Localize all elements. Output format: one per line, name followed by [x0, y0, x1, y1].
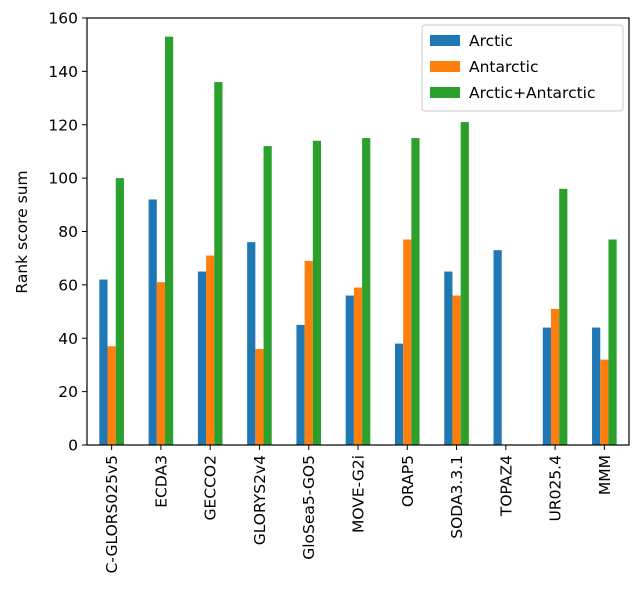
bar-arctic-ecda3 — [148, 199, 157, 445]
x-tick-label: MMM — [596, 455, 614, 495]
bar-arctic-glorys2v4 — [247, 242, 256, 445]
bar-antarctic-ecda3 — [156, 282, 166, 445]
bar-arctic-antarctic-glosea5-go5 — [312, 140, 322, 445]
x-tick-label: UR025.4 — [547, 455, 565, 522]
bar-arctic-antarctic-soda3-3-1 — [460, 122, 469, 445]
y-tick-label: 40 — [58, 330, 78, 348]
x-tick-label: SODA3.3.1 — [448, 455, 466, 539]
legend-label: Antarctic — [469, 58, 538, 76]
bar-arctic-antarctic-ecda3 — [165, 36, 174, 446]
x-tick-label: GloSea5-GO5 — [300, 455, 318, 560]
bar-arctic-antarctic-ur025-4 — [559, 188, 568, 446]
legend-swatch — [430, 61, 460, 72]
bar-antarctic-soda3-3-1 — [452, 295, 461, 445]
legend: Arctic Antarctic Arctic+Antarctic — [421, 24, 624, 112]
bar-antarctic-mmm — [600, 359, 609, 445]
bar-arctic-c-glors025v5 — [99, 279, 108, 445]
bar-arctic-antarctic-move-g2i — [362, 138, 371, 445]
x-tick-label: C-GLORS025v5 — [103, 455, 121, 574]
bar-arctic-ur025-4 — [542, 327, 551, 445]
legend-swatch — [430, 87, 460, 98]
x-tick-label: MOVE-G2i — [350, 455, 368, 533]
bar-antarctic-glosea5-go5 — [304, 260, 313, 445]
bar-arctic-antarctic-mmm — [608, 239, 617, 445]
y-tick-label: 140 — [48, 63, 78, 81]
bar-arctic-antarctic-c-glors025v5 — [115, 178, 124, 446]
bar-antarctic-glorys2v4 — [255, 348, 264, 445]
x-tick-label: TOPAZ4 — [497, 455, 515, 517]
legend-label: Arctic — [469, 32, 513, 50]
y-tick-label: 20 — [58, 383, 78, 401]
x-tick-label: GECCO2 — [202, 455, 220, 521]
bar-arctic-antarctic-orap5 — [411, 138, 420, 445]
y-tick-label: 100 — [48, 170, 78, 188]
bar-antarctic-ur025-4 — [550, 308, 560, 445]
y-tick-label: 80 — [58, 223, 78, 241]
x-tick-label: ORAP5 — [399, 455, 417, 507]
y-tick-label: 0 — [68, 437, 78, 455]
bar-arctic-topaz4 — [493, 250, 502, 445]
bar-antarctic-c-glors025v5 — [107, 346, 116, 445]
legend-swatch — [430, 35, 460, 46]
y-axis-label: Rank score sum — [13, 170, 31, 293]
bar-arctic-antarctic-glorys2v4 — [263, 146, 272, 445]
bar-antarctic-gecco2 — [206, 255, 215, 445]
bar-arctic-move-g2i — [345, 295, 354, 445]
bar-arctic-mmm — [592, 327, 601, 445]
y-tick-label: 120 — [48, 116, 78, 134]
bars-layer — [99, 36, 617, 446]
bar-arctic-orap5 — [394, 343, 404, 445]
y-tick-label: 60 — [58, 276, 78, 294]
bar-antarctic-move-g2i — [353, 287, 363, 445]
bar-antarctic-orap5 — [403, 239, 412, 445]
bar-arctic-antarctic-gecco2 — [214, 82, 223, 446]
x-tick-label: ECDA3 — [152, 455, 170, 508]
y-tick-label: 160 — [48, 10, 78, 28]
bar-arctic-glosea5-go5 — [296, 324, 305, 445]
legend-label: Arctic+Antarctic — [469, 84, 596, 102]
bar-arctic-soda3-3-1 — [444, 271, 453, 445]
bar-arctic-gecco2 — [197, 271, 207, 445]
axes-layer: 0 20 40 60 80 100 120 140 160 C-GLORS025v5 ECDA3 GE… — [48, 10, 630, 574]
legend-box — [421, 24, 624, 112]
x-tick-label: GLORYS2v4 — [251, 455, 269, 545]
